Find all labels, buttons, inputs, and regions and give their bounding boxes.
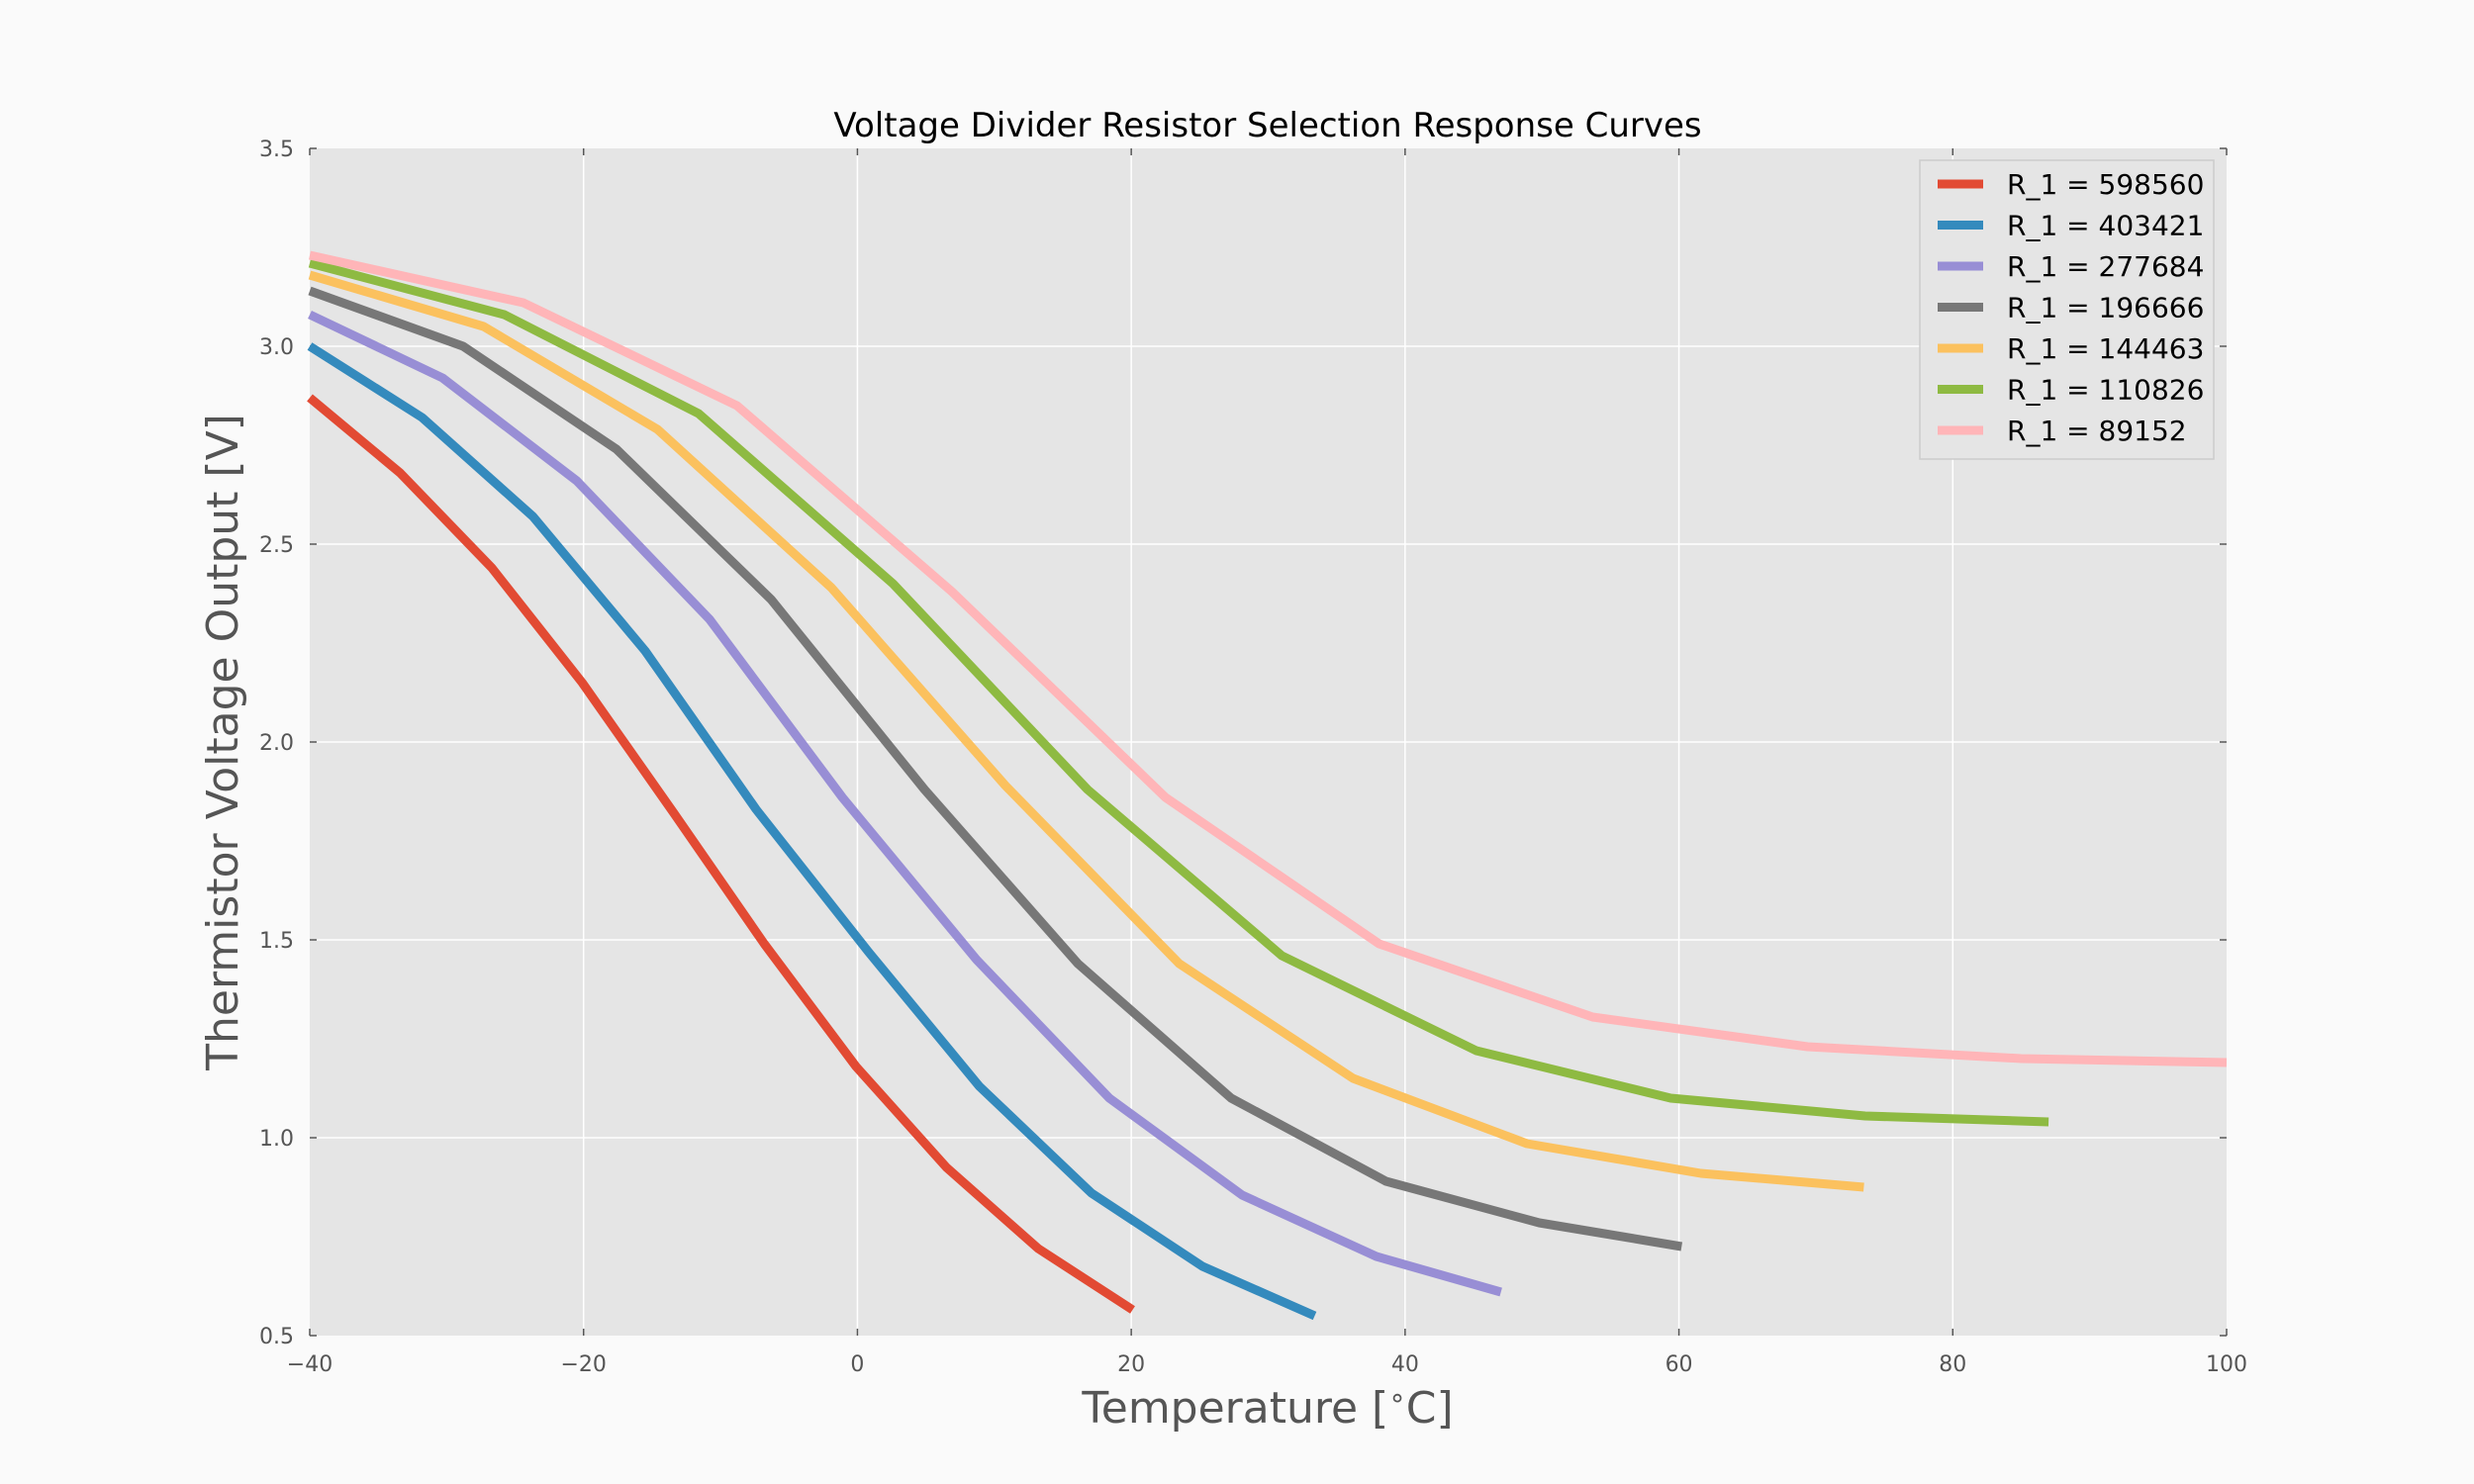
axis-ticks: −40 −20 0 20 40 60 80 100 0.5 1.0 1.5 2.0 2.5 3.0 3.5 xyxy=(259,138,2247,1377)
legend-label: R_1 = 144463 xyxy=(2007,332,2204,365)
series-line-1 xyxy=(307,394,1135,1314)
y-tick-label: 2.0 xyxy=(259,731,294,756)
legend-label: R_1 = 598560 xyxy=(2007,168,2204,201)
x-tick-label: −40 xyxy=(287,1352,333,1377)
series-line-6 xyxy=(308,258,2049,1127)
y-axis-label: Thermistor Voltage Output [V] xyxy=(198,414,248,1071)
x-tick-label: 60 xyxy=(1665,1352,1693,1377)
x-tick-label: −20 xyxy=(560,1352,606,1377)
legend-label: R_1 = 89152 xyxy=(2007,415,2187,447)
x-axis-label: Temperature [∘C] xyxy=(1081,1381,1453,1434)
y-tick-label: 2.5 xyxy=(259,533,294,558)
series-line-7 xyxy=(309,250,2228,1067)
y-tick-label: 3.0 xyxy=(259,335,294,360)
y-tick-label: 1.0 xyxy=(259,1127,294,1152)
y-tick-label: 3.5 xyxy=(259,138,294,162)
legend-label: R_1 = 110826 xyxy=(2007,374,2204,407)
x-tick-label: 80 xyxy=(1939,1352,1966,1377)
series-line-5 xyxy=(308,270,1864,1192)
series-lines xyxy=(307,250,2228,1321)
y-tick-label: 0.5 xyxy=(259,1325,294,1349)
x-tick-label: 100 xyxy=(2206,1352,2247,1377)
legend-label: R_1 = 277684 xyxy=(2007,250,2204,283)
x-tick-label: 20 xyxy=(1117,1352,1145,1377)
legend: R_1 = 598560 R_1 = 403421 R_1 = 277684 R_1 … xyxy=(1919,159,2215,460)
legend-label: R_1 = 403421 xyxy=(2007,210,2204,242)
y-tick-label: 1.5 xyxy=(259,929,294,954)
x-tick-label: 40 xyxy=(1391,1352,1419,1377)
legend-label: R_1 = 196666 xyxy=(2007,292,2204,325)
series-line-2 xyxy=(307,342,1317,1321)
x-tick-label: 0 xyxy=(850,1352,864,1377)
chart-title: Voltage Divider Resistor Selection Respo… xyxy=(833,106,1701,145)
series-line-3 xyxy=(308,310,1502,1297)
series-line-4 xyxy=(308,286,1683,1252)
